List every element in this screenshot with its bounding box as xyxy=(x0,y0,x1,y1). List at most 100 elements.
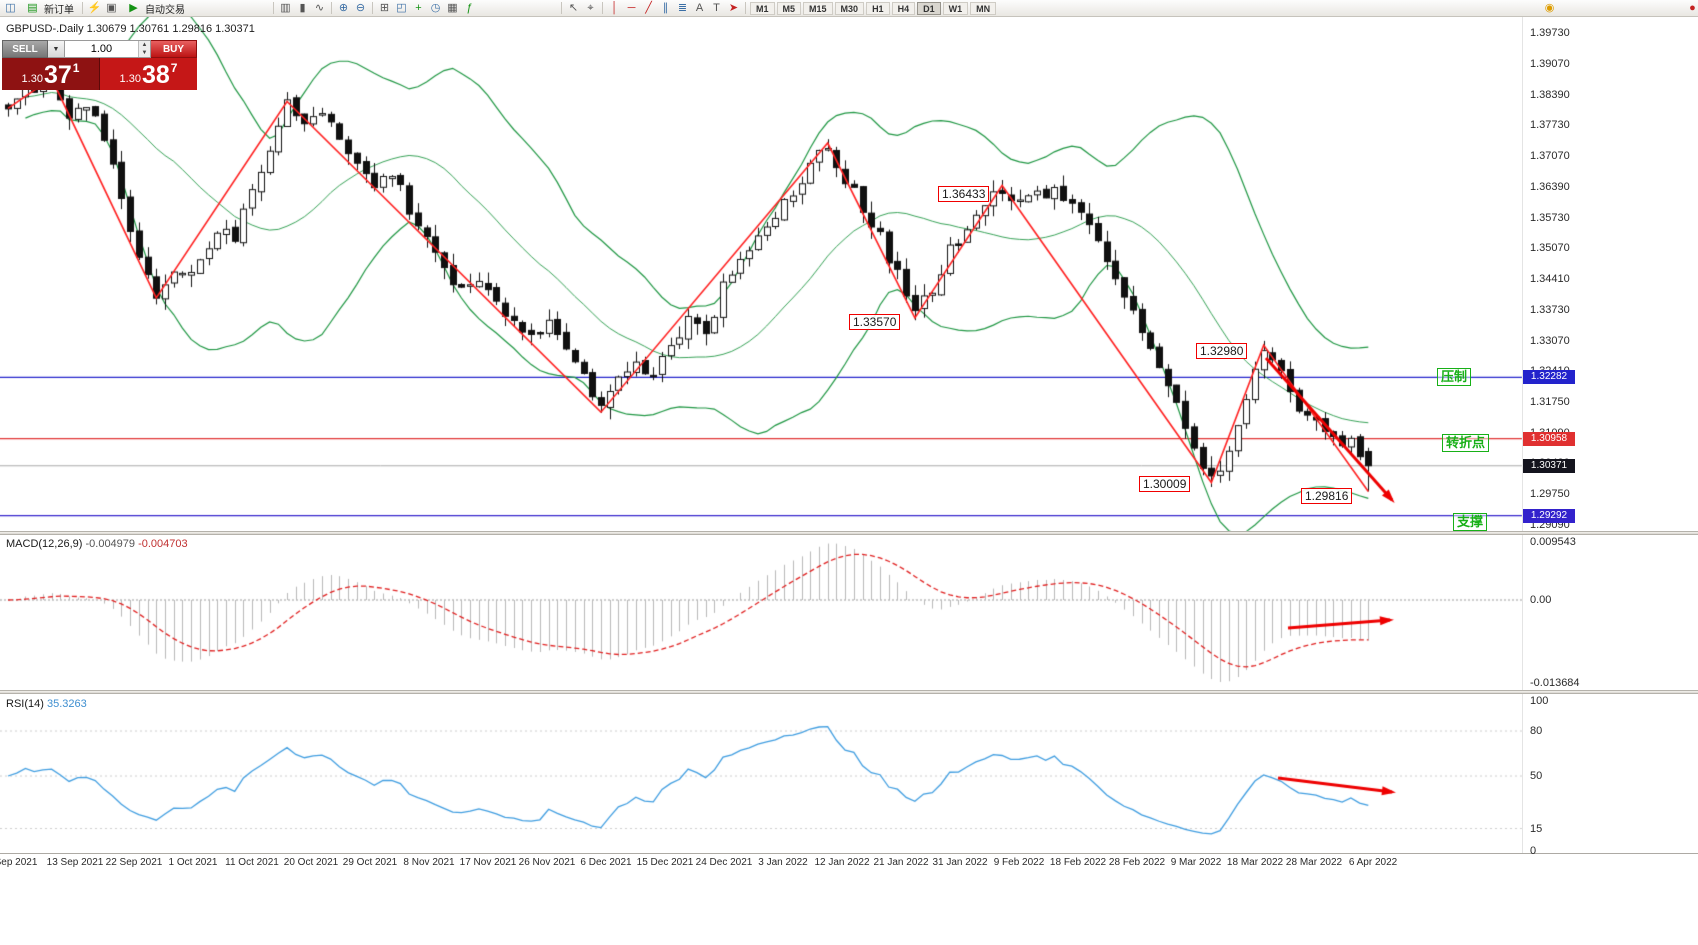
timeframe-m1[interactable]: M1 xyxy=(750,1,775,15)
timeframe-w1[interactable]: W1 xyxy=(942,1,969,15)
autotrade-play-icon: ▶ xyxy=(129,1,138,14)
price-tag: 1.30958 xyxy=(1523,431,1575,446)
label-tool-icon[interactable]: T xyxy=(713,1,720,14)
price-axis-label: 1.38390 xyxy=(1530,88,1570,101)
template-icon[interactable]: ▦ xyxy=(447,1,458,14)
zone-label[interactable]: 压制 xyxy=(1437,368,1472,386)
price-annotation[interactable]: 1.30009 xyxy=(1139,476,1191,492)
autotrade-label: 自动交易 xyxy=(145,4,185,16)
alert-icon[interactable]: ◉ xyxy=(1544,2,1555,14)
timeframe-m15[interactable]: M15 xyxy=(803,1,833,15)
time-axis-label: 22 Sep 2021 xyxy=(105,857,163,868)
toolbar-separator xyxy=(273,2,274,14)
price-tag: 1.29292 xyxy=(1523,508,1575,523)
chart-canvas[interactable] xyxy=(0,17,1698,853)
rsi-scale-label: 100 xyxy=(1530,695,1549,707)
trendline-tool-icon[interactable]: ╱ xyxy=(645,1,652,14)
toolbar-separator xyxy=(82,2,83,14)
time-axis-label: 31 Jan 2022 xyxy=(932,857,988,868)
time-axis-label: 21 Jan 2022 xyxy=(873,857,929,868)
time-axis-label: 24 Dec 2021 xyxy=(695,857,753,868)
macd-scale-label: -0.013684 xyxy=(1530,677,1580,690)
ask-price-display[interactable]: 1.30 38 7 xyxy=(100,58,197,90)
chart-window-icon[interactable]: ◫ xyxy=(5,1,16,14)
timeframe-h4[interactable]: H4 xyxy=(891,1,916,15)
price-annotation[interactable]: 1.29816 xyxy=(1301,488,1353,504)
price-axis-label: 1.37730 xyxy=(1530,119,1570,132)
candlestick-chart-icon[interactable]: ▮ xyxy=(299,1,306,14)
timeframe-d1[interactable]: D1 xyxy=(917,1,941,15)
timeframe-h1[interactable]: H1 xyxy=(866,1,890,15)
time-axis-label: 6 Dec 2021 xyxy=(580,857,632,868)
time-axis-label: 15 Dec 2021 xyxy=(636,857,694,868)
toolbar-separator xyxy=(602,2,603,14)
zone-label[interactable]: 支撑 xyxy=(1453,513,1488,531)
macd-main-value: -0.004979 xyxy=(85,538,136,550)
notification-icon[interactable]: ● xyxy=(1689,2,1696,14)
panel-splitter[interactable] xyxy=(0,690,1698,694)
crosshair-icon[interactable]: ⌖ xyxy=(587,1,594,14)
current-price-tag: 1.30371 xyxy=(1523,458,1575,473)
period-icon[interactable]: ◷ xyxy=(430,1,441,14)
autotrade-button[interactable]: ▶ 自动交易 xyxy=(120,1,190,16)
time-axis-label: 8 Nov 2021 xyxy=(403,857,455,868)
price-tag: 1.32282 xyxy=(1523,370,1575,385)
macd-scale-label: 0.009543 xyxy=(1530,536,1576,549)
lightning-icon[interactable]: ⚡ xyxy=(87,1,102,14)
price-annotation[interactable]: 1.36433 xyxy=(938,186,990,202)
rsi-label: RSI(14) 35.3263 xyxy=(6,698,87,710)
indicators-icon[interactable]: ƒ xyxy=(466,1,473,14)
bid-prefix: 1.30 xyxy=(21,73,43,85)
tile-windows-icon[interactable]: ◰ xyxy=(396,1,407,14)
hline-tool-icon[interactable]: ─ xyxy=(627,1,636,14)
bar-chart-icon[interactable]: ▥ xyxy=(280,1,291,14)
rsi-scale-label: 50 xyxy=(1530,770,1543,782)
time-axis-label: 9 Mar 2022 xyxy=(1170,857,1222,868)
time-axis-label: 12 Jan 2022 xyxy=(814,857,870,868)
buy-button[interactable]: BUY xyxy=(151,40,197,58)
timeframe-m5[interactable]: M5 xyxy=(776,1,802,15)
time-axis-label: 17 Nov 2021 xyxy=(459,857,517,868)
rsi-scale-label: 15 xyxy=(1530,822,1543,835)
new-chart-icon[interactable]: + xyxy=(415,1,422,14)
fibonacci-tool-icon[interactable]: ≣ xyxy=(677,1,688,14)
time-axis-label: 20 Oct 2021 xyxy=(283,857,339,868)
vline-tool-icon[interactable]: │ xyxy=(611,1,618,14)
time-axis-label: 11 Oct 2021 xyxy=(225,857,279,868)
cursor-icon[interactable]: ↖ xyxy=(568,1,579,14)
one-click-trading-panel: SELL ▼ ▲ ▼ BUY 1.30 37 1 1.30 38 xyxy=(2,40,197,90)
zone-label[interactable]: 转折点 xyxy=(1442,434,1490,452)
text-tool-icon[interactable]: A xyxy=(695,1,704,14)
volume-up-button[interactable]: ▲ xyxy=(138,41,150,49)
time-axis-label: 13 Sep 2021 xyxy=(46,857,104,868)
order-type-dropdown[interactable]: ▼ xyxy=(48,40,65,58)
timeframe-m30[interactable]: M30 xyxy=(834,1,865,15)
grid-icon[interactable]: ⊞ xyxy=(379,1,390,14)
volume-input[interactable] xyxy=(65,41,138,57)
new-order-button[interactable]: ▤ 新订单 xyxy=(19,1,79,16)
toolbar-separator xyxy=(745,2,746,14)
ask-big-digits: 38 xyxy=(141,61,170,89)
price-axis-label: 1.31750 xyxy=(1530,395,1570,408)
volume-down-button[interactable]: ▼ xyxy=(138,49,150,57)
panel-splitter[interactable] xyxy=(0,531,1698,535)
arrows-tool-icon[interactable]: ➤ xyxy=(728,1,739,14)
price-axis-label: 1.39730 xyxy=(1530,27,1570,39)
line-chart-icon[interactable]: ∿ xyxy=(314,1,325,14)
price-annotation[interactable]: 1.32980 xyxy=(1196,343,1248,359)
timeframe-mn[interactable]: MN xyxy=(970,1,997,15)
bid-price-display[interactable]: 1.30 37 1 xyxy=(2,58,100,90)
zoom-out-icon[interactable]: ⊖ xyxy=(355,1,366,14)
new-order-icon: ▤ xyxy=(27,1,38,14)
expert-advisor-icon[interactable]: ▣ xyxy=(106,1,117,14)
toolbar-separator xyxy=(561,2,562,14)
time-axis-label: 26 Nov 2021 xyxy=(518,857,576,868)
toolbar-separator xyxy=(331,2,332,14)
price-axis-label: 1.33730 xyxy=(1530,304,1570,317)
price-axis-label: 1.36390 xyxy=(1530,181,1570,194)
zoom-in-icon[interactable]: ⊕ xyxy=(338,1,349,14)
price-annotation[interactable]: 1.33570 xyxy=(849,314,901,330)
channel-tool-icon[interactable]: ∥ xyxy=(662,1,669,14)
sell-button[interactable]: SELL xyxy=(2,40,48,58)
